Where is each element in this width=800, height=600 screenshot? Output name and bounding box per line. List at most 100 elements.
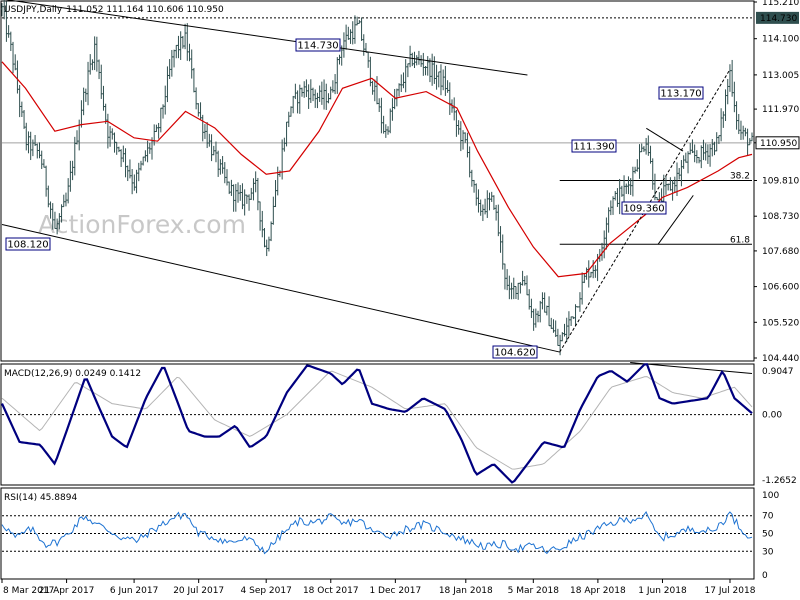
price-bar: [40, 150, 43, 169]
ohlc-readout: 111.052 111.164 110.606 110.950: [66, 5, 224, 15]
price-bar: [86, 61, 90, 106]
price-bar: [97, 59, 101, 80]
price-bar: [481, 204, 485, 222]
price-bar: [291, 95, 295, 114]
price-bar: [499, 226, 502, 253]
price-bar: [349, 29, 352, 44]
price-bar: [528, 289, 531, 310]
price-bar: [214, 141, 218, 163]
price-bar: [360, 17, 363, 41]
macd-label: MACD(12,26,9) 0.0249 0.1412: [4, 369, 141, 379]
symbol-label: USDJPY,Daily: [4, 5, 63, 15]
price-bar: [479, 199, 482, 216]
price-bar: [355, 16, 359, 26]
price-bar: [594, 265, 597, 278]
price-bar: [580, 272, 584, 305]
price-bar: [402, 72, 405, 89]
price-bar: [340, 45, 343, 66]
price-bar: [622, 175, 626, 205]
resistance-level-tag-label: 114.730: [760, 14, 797, 24]
price-bar: [194, 87, 198, 110]
trendline-2: [1, 223, 560, 353]
price-bar: [490, 191, 493, 202]
price-bar: [671, 179, 674, 201]
price-bars: [0, 0, 754, 356]
price-bar: [428, 58, 432, 83]
price-bar: [108, 126, 112, 147]
price-bar: [733, 81, 736, 113]
price-bar: [523, 276, 526, 286]
watermark: ActionForex.com: [38, 210, 246, 239]
price-bar: [715, 132, 718, 152]
price-bar: [550, 317, 553, 329]
price-bar: [186, 23, 189, 61]
price-bar: [188, 43, 191, 62]
price-bar: [722, 111, 725, 128]
price-bar: [175, 44, 178, 59]
price-bar: [115, 141, 118, 155]
price-bar: [106, 113, 110, 149]
price-bar: [124, 148, 127, 178]
price-bar: [461, 130, 465, 150]
price-bar: [157, 122, 160, 139]
price-bar: [221, 156, 224, 174]
price-bar: [234, 183, 238, 212]
price-bar: [239, 184, 242, 201]
annotation-113-170: 113.170: [658, 86, 704, 100]
price-bar: [362, 34, 365, 56]
price-bar: [203, 124, 207, 139]
price-bar: [47, 185, 50, 208]
x-tick-label: 21 Apr 2017: [39, 586, 95, 596]
price-bar: [413, 51, 416, 68]
price-bar: [225, 169, 229, 186]
price-bar: [183, 23, 187, 50]
price-bar: [704, 143, 707, 161]
price-bar: [75, 130, 79, 145]
price-bar: [669, 177, 672, 191]
price-bar: [155, 124, 158, 132]
price-bar: [384, 124, 388, 138]
price-bar: [680, 159, 683, 187]
rsi-panel: RSI(14) 45.8894: [0, 487, 755, 580]
rsi-tick-label: 70: [762, 512, 774, 522]
price-bar: [113, 132, 116, 153]
price-bar: [589, 271, 593, 278]
price-bar: [212, 145, 215, 156]
price-bar: [51, 203, 54, 230]
price-bar: [161, 104, 165, 119]
price-bar: [261, 210, 264, 238]
price-bar: [578, 292, 582, 312]
annotation-111-390: 111.390: [571, 139, 617, 153]
price-bar: [263, 228, 266, 248]
price-bar: [369, 56, 372, 87]
price-bar: [706, 144, 710, 164]
price-bar: [139, 160, 143, 171]
annotation-108-120: 108.120: [5, 237, 51, 251]
price-bar: [344, 24, 348, 50]
price-bar: [18, 85, 21, 118]
price-bar: [223, 162, 226, 184]
price-bar: [82, 87, 85, 116]
price-bar: [673, 176, 676, 193]
current-price-tag-bg: [755, 136, 800, 150]
annotation-label: 108.120: [7, 240, 48, 251]
price-bar: [11, 41, 15, 74]
rsi-layer: [1, 511, 753, 555]
price-bar: [71, 160, 74, 181]
price-bar: [197, 103, 200, 117]
price-bar: [475, 183, 478, 206]
price-bar: [230, 179, 233, 196]
price-bar: [510, 282, 513, 300]
price-bar: [287, 111, 290, 128]
price-tick-label: 107.680: [762, 247, 799, 257]
price-bar: [243, 189, 246, 216]
annotation-114-730: 114.730: [295, 38, 341, 52]
price-bar: [318, 85, 321, 102]
price-bar: [3, 0, 6, 20]
price-bar: [42, 159, 46, 168]
price-bar: [675, 162, 679, 197]
price-bar: [627, 176, 630, 195]
price-bar: [426, 56, 429, 76]
price-bar: [439, 64, 443, 96]
price-bar: [605, 217, 608, 250]
